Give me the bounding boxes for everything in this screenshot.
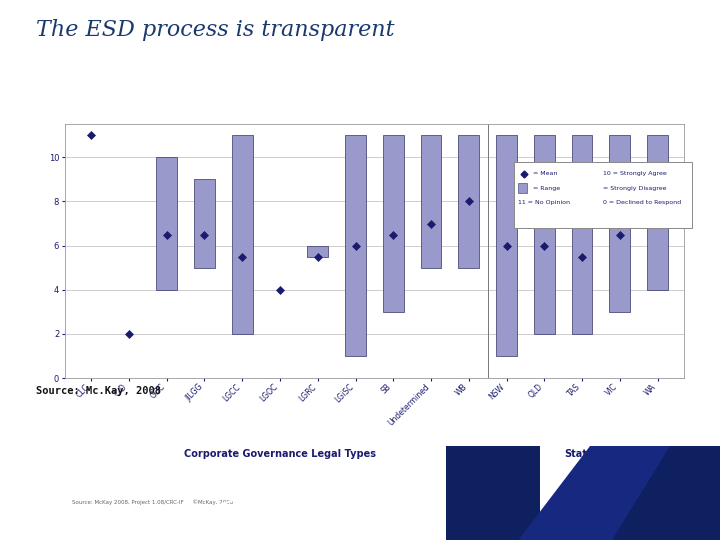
Text: = Range: = Range xyxy=(533,186,560,191)
Text: Corporate Governance Legal Types: Corporate Governance Legal Types xyxy=(184,449,376,458)
Text: Source: Mc.Kay, 2008: Source: Mc.Kay, 2008 xyxy=(36,386,161,396)
Bar xyxy=(534,135,554,334)
Bar xyxy=(232,135,253,334)
Polygon shape xyxy=(612,446,720,540)
Bar xyxy=(345,135,366,356)
Bar xyxy=(572,135,593,334)
Text: States: States xyxy=(564,449,600,458)
Text: 10 = Strongly Agree: 10 = Strongly Agree xyxy=(603,171,667,177)
Bar xyxy=(647,135,668,290)
Text: University of: University of xyxy=(79,476,145,487)
Text: 0 = Declined to Respond: 0 = Declined to Respond xyxy=(603,200,681,205)
Polygon shape xyxy=(518,446,720,540)
Bar xyxy=(518,184,527,193)
Bar xyxy=(194,179,215,268)
Bar xyxy=(514,161,691,228)
Bar xyxy=(307,246,328,256)
Text: U: U xyxy=(35,486,45,500)
Polygon shape xyxy=(446,446,540,540)
Text: = Strongly Disagree: = Strongly Disagree xyxy=(603,186,666,191)
Bar xyxy=(156,157,177,290)
Text: = Mean: = Mean xyxy=(533,171,557,177)
Bar xyxy=(609,135,630,312)
Bar xyxy=(383,135,404,312)
Text: 11 = No Opinion: 11 = No Opinion xyxy=(518,200,570,205)
Bar xyxy=(459,135,480,268)
Text: Source: McKay 2008, Project 1.08/CRC-IF     ©McKay, 2008: Source: McKay 2008, Project 1.08/CRC-IF … xyxy=(72,500,233,505)
Text: The ESD process is transparent: The ESD process is transparent xyxy=(36,19,395,41)
Text: South Australia: South Australia xyxy=(79,505,159,515)
Bar xyxy=(420,135,441,268)
Bar xyxy=(496,135,517,356)
